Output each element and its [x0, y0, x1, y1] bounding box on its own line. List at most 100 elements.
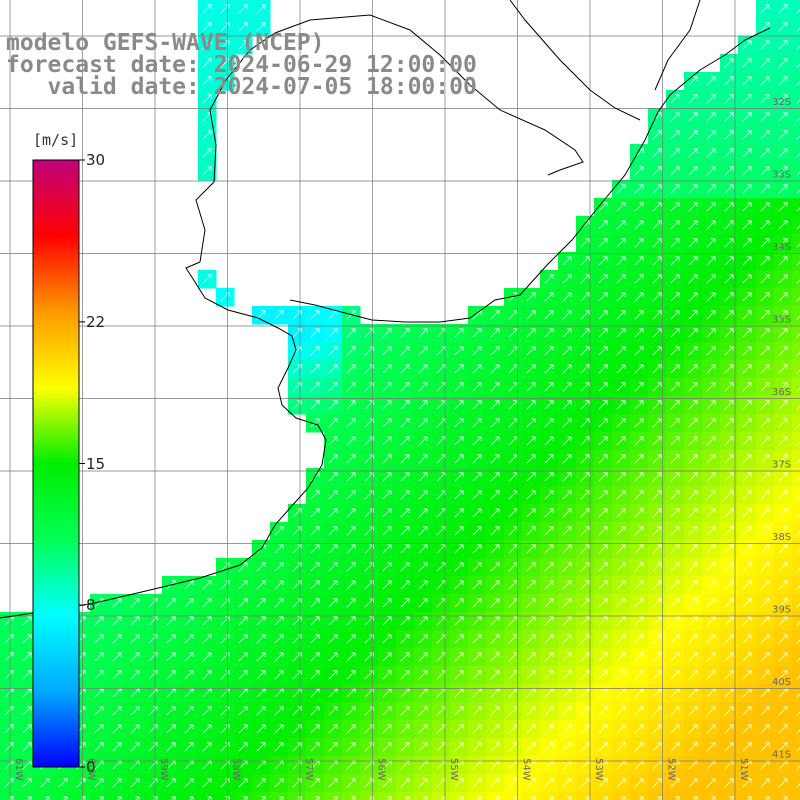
wind-arrow [490, 436, 500, 446]
wind-arrow [346, 346, 356, 356]
wind-arrow [598, 778, 608, 788]
wind-arrow [616, 490, 626, 500]
wind-arrow [472, 382, 482, 392]
wind-arrow [346, 598, 356, 608]
wind-arrow [706, 544, 716, 554]
wind-arrow [328, 526, 338, 536]
wind-cell [792, 396, 800, 415]
wind-arrow [760, 508, 770, 518]
wind-arrow [796, 9, 800, 14]
wind-arrow [603, 796, 608, 800]
wind-arrow [544, 364, 554, 374]
wind-arrow [652, 382, 662, 392]
wind-arrow [598, 418, 608, 428]
wind-arrow [616, 706, 626, 716]
wind-arrow [778, 598, 788, 608]
wind-arrow [652, 724, 662, 734]
wind-arrow [490, 652, 500, 662]
wind-arrow [778, 634, 788, 644]
wind-arrow [274, 616, 284, 626]
wind-arrow [778, 562, 788, 572]
wind-arrow [760, 400, 770, 410]
wind-arrow [796, 261, 800, 266]
wind-arrow [760, 274, 770, 284]
wind-arrow [400, 616, 410, 626]
wind-arrow [688, 166, 698, 176]
wind-arrow [22, 724, 32, 734]
wind-arrow [544, 382, 554, 392]
wind-arrow [562, 508, 572, 518]
wind-arrow [778, 238, 788, 248]
wind-arrow [742, 562, 752, 572]
wind-arrow [670, 400, 680, 410]
latitude-label: 39S [772, 605, 791, 616]
wind-cell [792, 504, 800, 523]
wind-arrow [796, 729, 800, 734]
wind-arrow [346, 544, 356, 554]
wind-arrow [742, 418, 752, 428]
wind-arrow [616, 202, 626, 212]
wind-cell [792, 738, 800, 757]
longitude-label: 57W [303, 758, 314, 781]
wind-arrow [778, 166, 788, 176]
wind-arrow [130, 724, 140, 734]
wind-arrow [490, 310, 500, 320]
wind-arrow [346, 652, 356, 662]
wind-arrow [634, 652, 644, 662]
wind-arrow [562, 310, 572, 320]
wind-arrow [796, 27, 800, 32]
wind-cell [792, 432, 800, 451]
wind-arrow [418, 544, 428, 554]
wind-arrow [652, 508, 662, 518]
wind-cell [792, 558, 800, 577]
wind-arrow [760, 706, 770, 716]
wind-arrow [490, 598, 500, 608]
wind-arrow [315, 796, 320, 800]
wind-arrow [454, 436, 464, 446]
wind-arrow [796, 783, 800, 788]
wind-arrow [742, 220, 752, 230]
wind-arrow [112, 778, 122, 788]
wind-arrow [634, 670, 644, 680]
wind-arrow [742, 112, 752, 122]
wind-arrow [598, 706, 608, 716]
wind-arrow [634, 598, 644, 608]
wind-arrow [778, 130, 788, 140]
wind-arrow [634, 616, 644, 626]
wind-arrow [562, 292, 572, 302]
wind-cell [792, 216, 800, 235]
wind-arrow [742, 184, 752, 194]
wind-arrow [670, 202, 680, 212]
wind-arrow [40, 778, 50, 788]
wind-cell [396, 792, 415, 800]
wind-arrow [742, 706, 752, 716]
wind-arrow [778, 202, 788, 212]
wind-arrow [670, 256, 680, 266]
wind-arrow [382, 634, 392, 644]
wind-arrow [202, 130, 212, 140]
wind-arrow [742, 526, 752, 536]
wind-arrow [477, 796, 482, 800]
wind-arrow [562, 724, 572, 734]
wind-arrow [724, 742, 734, 752]
wind-arrow [616, 346, 626, 356]
wind-arrow [796, 621, 800, 626]
wind-arrow [382, 508, 392, 518]
wind-arrow [346, 562, 356, 572]
wind-arrow [724, 94, 734, 104]
wind-arrow [760, 580, 770, 590]
wind-arrow [796, 81, 800, 86]
wind-arrow [238, 40, 248, 50]
wind-arrow [454, 580, 464, 590]
wind-arrow [670, 652, 680, 662]
wind-arrow [796, 513, 800, 518]
wind-arrow [526, 634, 536, 644]
colorbar-ticks [79, 159, 85, 768]
wind-arrow [616, 382, 626, 392]
wind-arrow [526, 742, 536, 752]
wind-arrow [526, 346, 536, 356]
wind-arrow [598, 454, 608, 464]
wind-arrow [382, 778, 392, 788]
wind-arrow [760, 742, 770, 752]
wind-arrow [274, 670, 284, 680]
